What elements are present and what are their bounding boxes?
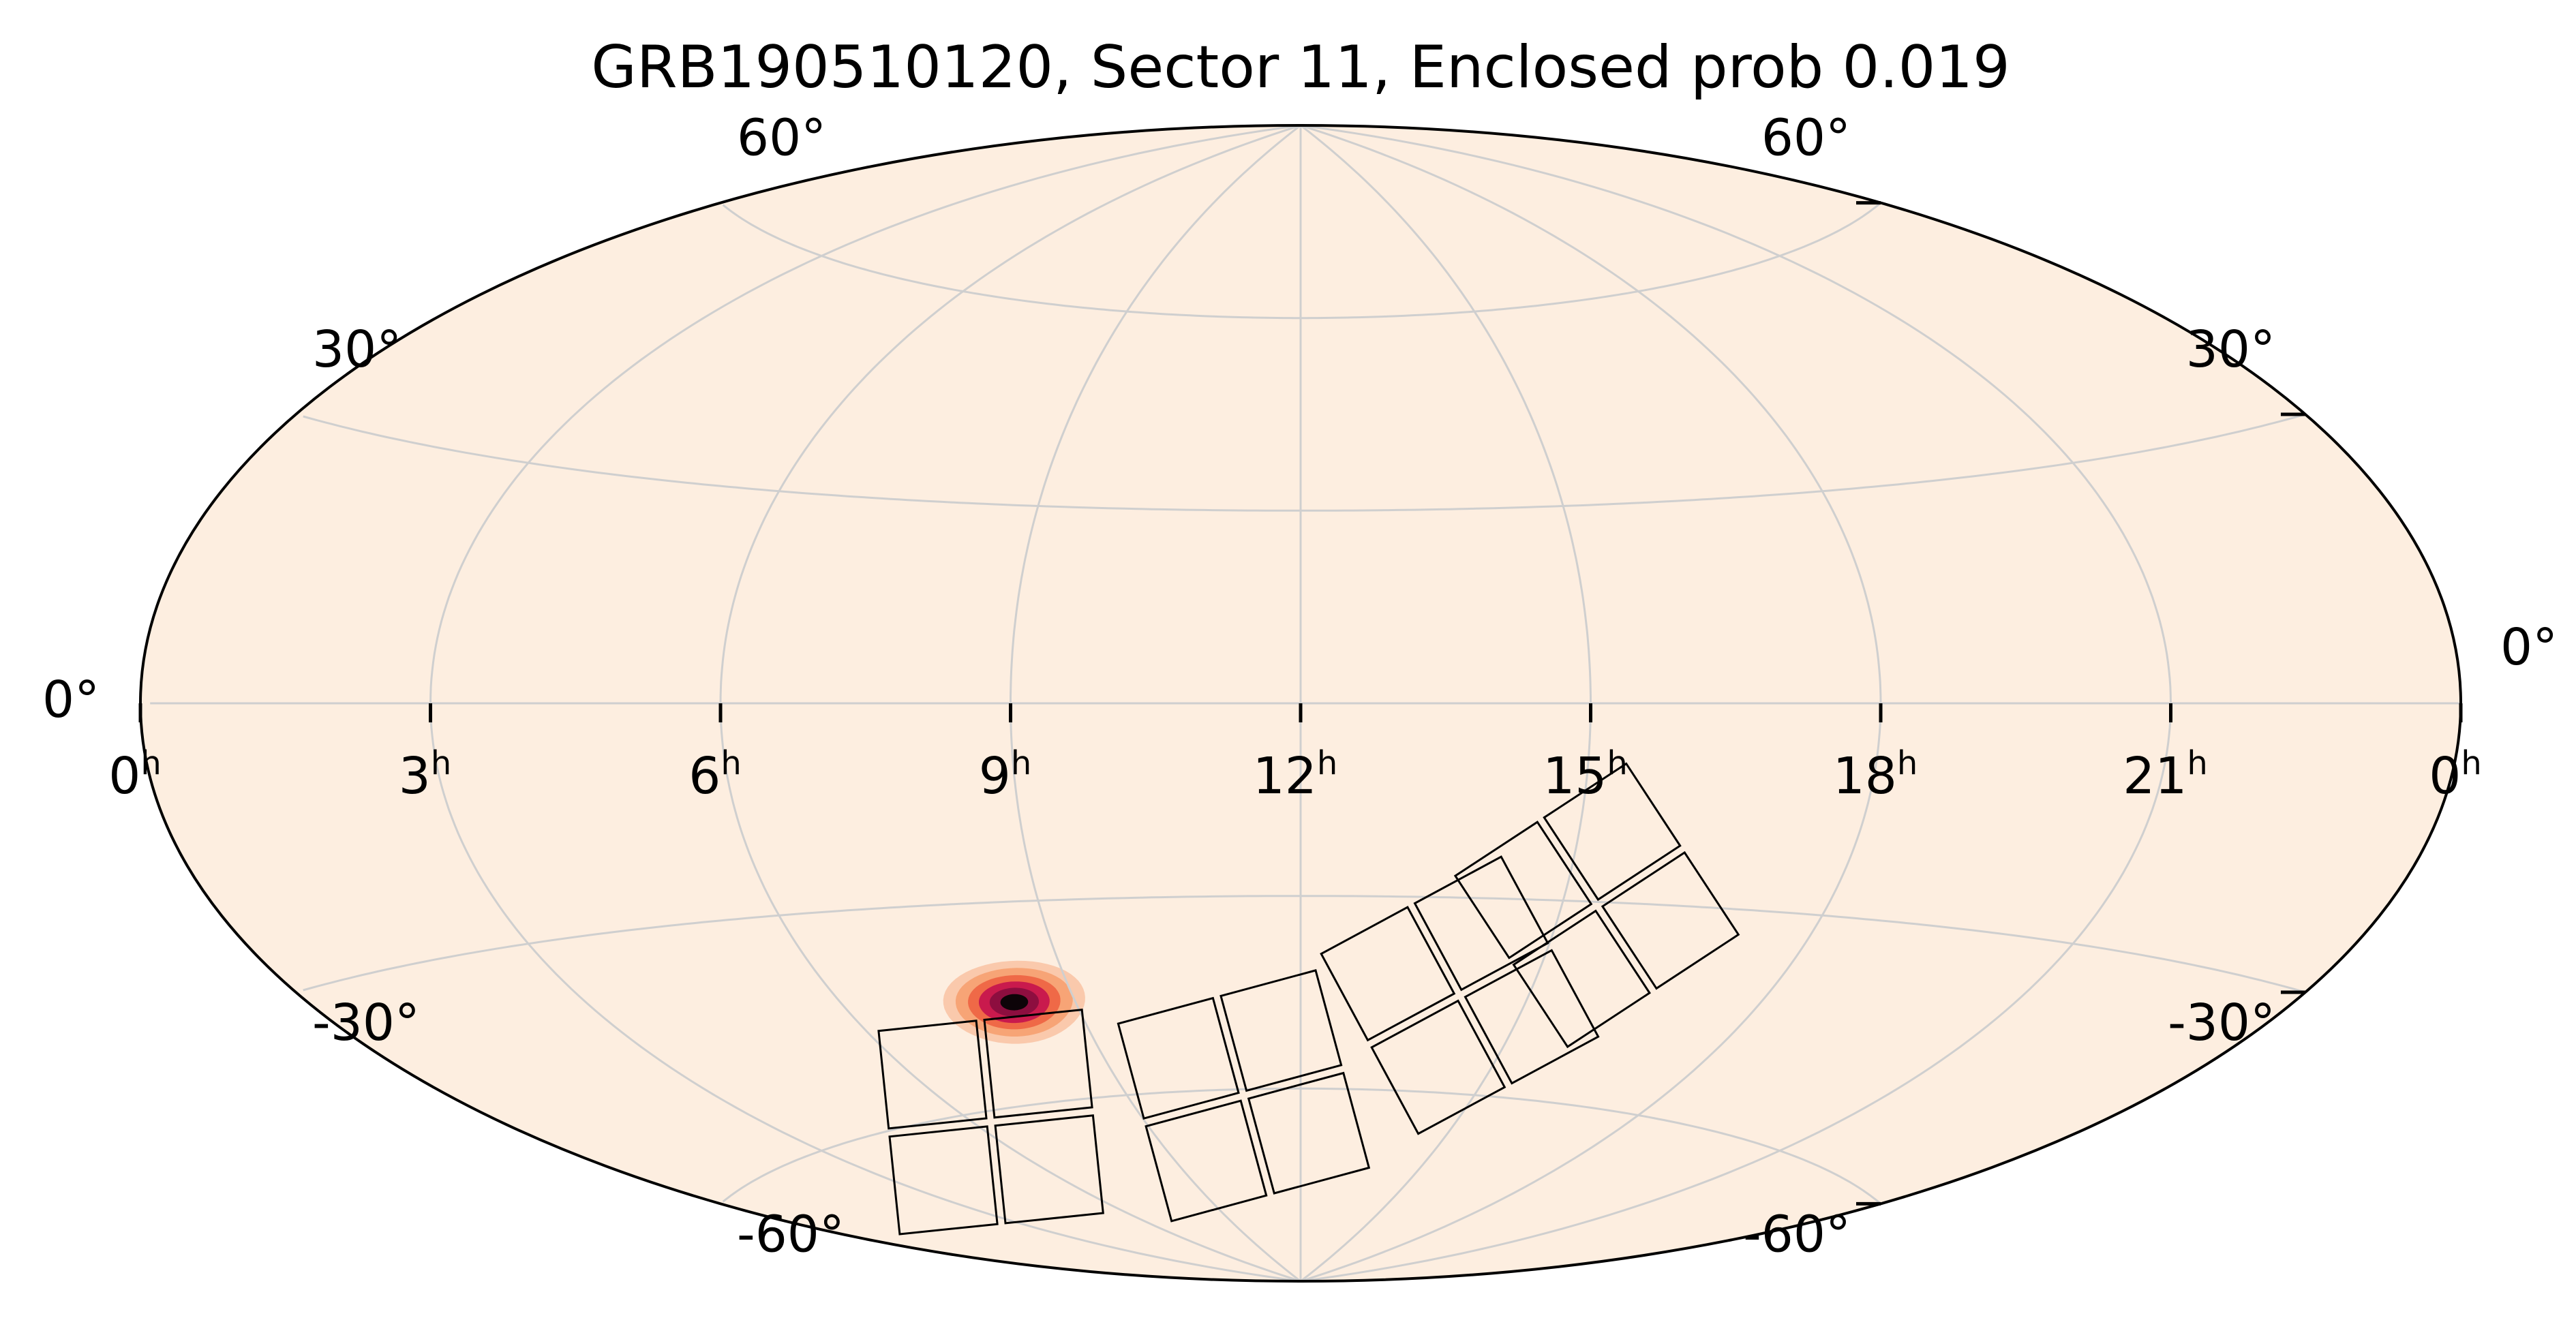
dec-tick-label-left: 60° <box>1761 109 1851 168</box>
dec-tick-label-left: 30° <box>2186 320 2275 379</box>
dec-tick-label-right: -60° <box>737 1205 845 1263</box>
ccd-outline <box>1320 906 1456 1042</box>
dec-tick-labels: 60° 60° 30° 30° 0° 0° -30° -30° -60° -60° <box>42 109 2558 1264</box>
ccd-outline <box>888 1125 999 1236</box>
ccd-outline <box>1117 996 1240 1120</box>
ccd-outline <box>1247 1071 1371 1195</box>
ccd-outline <box>983 1008 1093 1119</box>
ccd-outline <box>1370 999 1506 1135</box>
ccd-outline <box>1145 1099 1268 1223</box>
dec-tick-label-right: 0° <box>2500 618 2558 677</box>
ccd-outline <box>1453 821 1593 960</box>
probability-contour <box>1000 994 1029 1011</box>
dec-tick-label-left: -30° <box>2168 994 2275 1052</box>
chart-title: GRB190510120, Sector 11, Enclosed prob 0… <box>591 33 2010 102</box>
tess-sector-footprint <box>877 762 1740 1236</box>
dec-grid-line <box>303 413 2306 512</box>
ra-tick-label: 0h <box>2429 744 2482 806</box>
dec-tick-label-left: -60° <box>1743 1205 1851 1263</box>
dec-tick-label-right: 30° <box>312 320 401 379</box>
ccd-outline <box>1219 969 1343 1092</box>
dec-grid-line <box>303 895 2306 994</box>
dec-grid-line <box>722 202 1881 320</box>
ra-tick-label: 0h <box>108 744 162 806</box>
ccd-outline <box>1413 855 1549 992</box>
dec-tick-label-right: 60° <box>737 109 826 168</box>
dec-tick-label-left: 0° <box>42 671 100 729</box>
ccd-outline <box>1543 762 1682 902</box>
dec-tick-label-right: -30° <box>312 994 420 1052</box>
ccd-outline <box>1464 949 1600 1085</box>
dec-grid-line <box>722 1087 1881 1205</box>
ccd-outline <box>877 1020 988 1130</box>
ra-ticks <box>138 201 2463 1206</box>
ccd-outline <box>994 1114 1104 1225</box>
ccd-outline <box>1601 850 1740 990</box>
